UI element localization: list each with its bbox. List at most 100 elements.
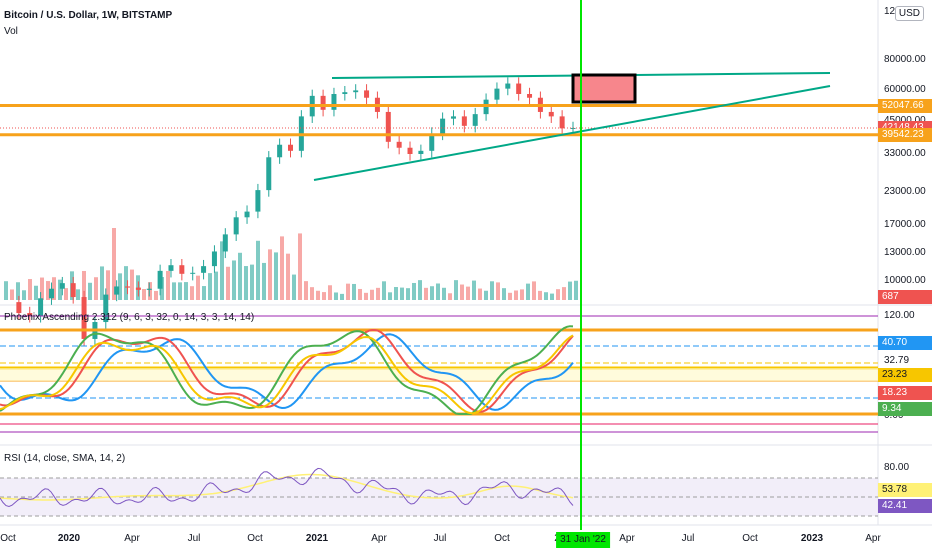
time-tick-label: 2021 bbox=[305, 533, 329, 544]
time-tick-label: 2023 bbox=[800, 533, 824, 544]
volume-bar bbox=[562, 287, 566, 300]
lower-trendline bbox=[313, 85, 831, 181]
volume-bar bbox=[58, 279, 62, 300]
time-tick-label: Apr bbox=[371, 533, 387, 544]
volume-bar bbox=[238, 252, 242, 300]
volume-bar bbox=[64, 288, 68, 300]
candle-body bbox=[168, 265, 174, 271]
volume-tag: 687 bbox=[878, 290, 932, 304]
volume-bar bbox=[304, 281, 308, 300]
time-tick-label: Oct bbox=[742, 533, 758, 544]
volume-bar bbox=[166, 270, 170, 300]
price-tick-label: 17000.00 bbox=[884, 218, 926, 230]
volume-bar bbox=[208, 273, 212, 300]
volume-bar bbox=[424, 287, 428, 300]
volume-bar bbox=[538, 290, 542, 300]
candle-body bbox=[548, 111, 554, 117]
target-zone-box bbox=[571, 73, 637, 104]
volume-bar bbox=[40, 277, 44, 300]
volume-bar bbox=[496, 282, 500, 300]
candle-body bbox=[211, 251, 217, 267]
volume-bar bbox=[418, 280, 422, 300]
candle-body bbox=[570, 127, 576, 129]
volume-bar bbox=[52, 277, 56, 300]
volume-bar bbox=[106, 270, 110, 300]
candle-body bbox=[505, 83, 511, 89]
price-tick-label: 80000.00 bbox=[884, 53, 926, 65]
volume-bar bbox=[340, 293, 344, 300]
volume-bar bbox=[130, 269, 134, 300]
phoenix-green-line bbox=[0, 325, 574, 415]
volume-bar bbox=[16, 282, 20, 300]
time-tick-label: Apr bbox=[124, 533, 140, 544]
rsi-tag: 42.41 bbox=[878, 499, 932, 513]
volume-bar bbox=[226, 266, 230, 300]
volume-bar bbox=[550, 293, 554, 300]
time-tick-label: Apr bbox=[619, 533, 635, 544]
time-tick-label: Oct bbox=[494, 533, 510, 544]
volume-bar bbox=[370, 289, 374, 300]
volume-bar bbox=[184, 282, 188, 300]
volume-bar bbox=[430, 286, 434, 300]
volume-bar bbox=[556, 289, 560, 300]
candle-body bbox=[385, 111, 391, 142]
volume-bar bbox=[388, 292, 392, 300]
candle-body bbox=[233, 217, 239, 235]
rsi-tag: 53.78 bbox=[878, 483, 932, 497]
volume-bar bbox=[22, 290, 26, 300]
volume-bar bbox=[202, 286, 206, 300]
price-tick-label: 45000.00 bbox=[884, 115, 926, 126]
rsi-line bbox=[0, 467, 574, 508]
candle-body bbox=[472, 114, 478, 126]
candle-body bbox=[255, 190, 261, 212]
currency-button[interactable]: USD bbox=[894, 6, 924, 21]
volume-bar bbox=[148, 282, 152, 300]
volume-bar bbox=[196, 275, 200, 300]
volume-bar bbox=[4, 281, 8, 300]
phoenix-tick-label: 32.79 bbox=[884, 355, 910, 366]
candle-body bbox=[440, 118, 446, 134]
volume-bar bbox=[502, 288, 506, 300]
volume-bar bbox=[292, 274, 296, 300]
time-tick-label: Oct bbox=[247, 533, 263, 544]
candle-body bbox=[201, 266, 207, 273]
time-tick-label: Jul bbox=[187, 533, 201, 544]
volume-bar bbox=[472, 280, 476, 300]
volume-bar bbox=[280, 236, 284, 300]
phoenix-blue-line bbox=[0, 333, 574, 411]
volume-bar bbox=[34, 285, 38, 300]
volume-bar bbox=[268, 249, 272, 300]
volume-bar bbox=[232, 260, 236, 300]
candle-body bbox=[407, 147, 413, 154]
candle-body bbox=[125, 286, 131, 288]
volume-bar bbox=[178, 282, 182, 300]
price-tag: 39542.23 bbox=[878, 127, 932, 142]
volume-bar bbox=[46, 281, 50, 300]
volume-bar bbox=[460, 284, 464, 300]
phoenix-tag: 40.70 bbox=[878, 336, 932, 350]
candle-body bbox=[320, 95, 326, 110]
volume-bar bbox=[262, 262, 266, 300]
price-tick-label: 13000.00 bbox=[884, 247, 926, 259]
volume-bar bbox=[10, 289, 14, 300]
candle-body bbox=[266, 157, 272, 191]
time-tick-label: Jul bbox=[433, 533, 447, 544]
candle-body bbox=[527, 94, 533, 98]
volume-bar bbox=[328, 285, 332, 300]
volume-bar bbox=[568, 281, 572, 300]
price-tick-label: 10000.00 bbox=[884, 275, 926, 286]
candle-body bbox=[331, 94, 337, 110]
volume-bar bbox=[154, 290, 158, 300]
candle-body bbox=[48, 288, 54, 299]
volume-bar bbox=[352, 283, 356, 300]
candle-body bbox=[38, 298, 44, 316]
volume-bar bbox=[118, 273, 122, 300]
candle-body bbox=[81, 297, 87, 339]
candle-body bbox=[16, 302, 22, 314]
rsi-band bbox=[0, 478, 878, 516]
volume-bar bbox=[286, 253, 290, 300]
candle-body bbox=[157, 270, 163, 289]
candle-body bbox=[396, 141, 402, 148]
volume-bar bbox=[448, 293, 452, 300]
